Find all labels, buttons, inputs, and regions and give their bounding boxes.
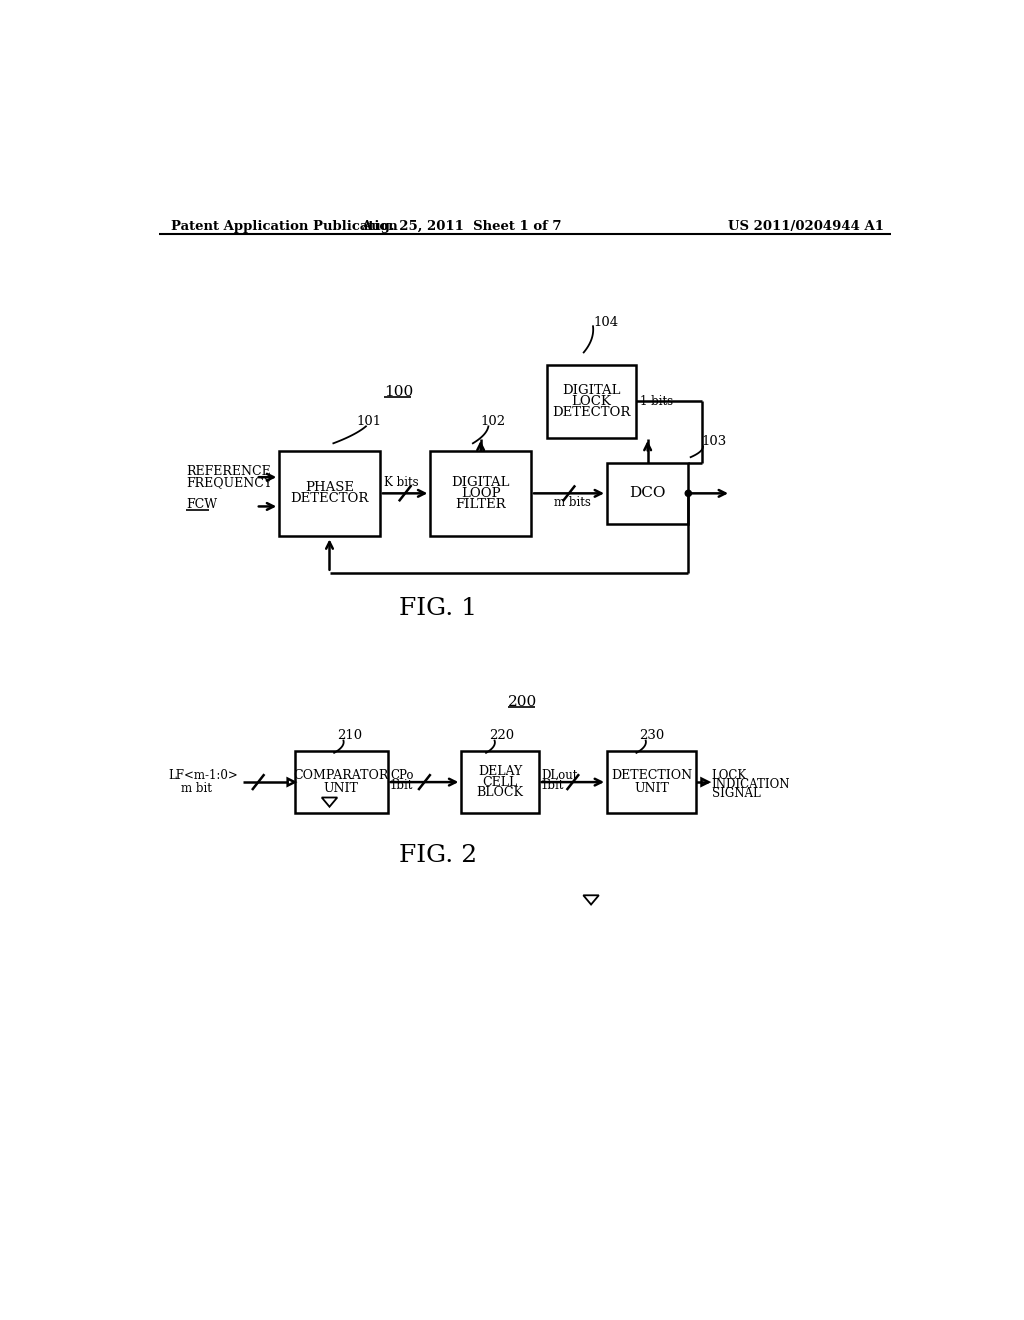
Text: CPo: CPo [390, 768, 414, 781]
Text: 104: 104 [593, 315, 618, 329]
Text: 1 bits: 1 bits [640, 395, 674, 408]
Text: LOCK: LOCK [571, 395, 611, 408]
Text: DLout: DLout [541, 768, 578, 781]
Text: 1bit: 1bit [390, 779, 414, 792]
Text: LOOP: LOOP [461, 487, 501, 500]
Bar [280, 451, 380, 536]
Text: DIGITAL: DIGITAL [562, 384, 621, 397]
Bar [430, 451, 531, 536]
Text: 210: 210 [337, 730, 362, 742]
Text: FIG. 2: FIG. 2 [399, 843, 477, 867]
Text: DETECTOR: DETECTOR [552, 405, 630, 418]
Text: DCO: DCO [630, 486, 666, 500]
Text: FREQUENCY: FREQUENCY [186, 477, 272, 490]
Text: LOCK: LOCK [712, 768, 746, 781]
Text: 1bit: 1bit [541, 779, 564, 792]
Text: 230: 230 [640, 730, 665, 742]
Text: DETECTOR: DETECTOR [291, 492, 369, 506]
Text: CELL: CELL [482, 776, 517, 788]
Text: DELAY: DELAY [478, 764, 522, 777]
Text: 100: 100 [384, 385, 413, 400]
Text: Aug. 25, 2011  Sheet 1 of 7: Aug. 25, 2011 Sheet 1 of 7 [361, 219, 561, 232]
Text: FCW: FCW [186, 499, 217, 511]
Text: FIG. 1: FIG. 1 [399, 598, 477, 620]
Bar [295, 751, 388, 813]
Bar [461, 751, 539, 813]
Text: PHASE: PHASE [305, 482, 354, 495]
Bar [607, 462, 688, 524]
Text: Patent Application Publication: Patent Application Publication [171, 219, 397, 232]
Text: 103: 103 [701, 436, 727, 449]
Text: DIGITAL: DIGITAL [452, 477, 510, 490]
Text: 101: 101 [356, 416, 382, 428]
Text: 220: 220 [489, 730, 514, 742]
Text: 102: 102 [480, 416, 506, 428]
Text: SIGNAL: SIGNAL [712, 787, 761, 800]
Text: UNIT: UNIT [634, 781, 669, 795]
Bar [547, 364, 636, 438]
Text: m bit: m bit [180, 781, 212, 795]
Text: US 2011/0204944 A1: US 2011/0204944 A1 [728, 219, 884, 232]
Text: REFERENCE: REFERENCE [186, 465, 271, 478]
Text: LF<m-1:0>: LF<m-1:0> [168, 770, 238, 783]
Text: DETECTION: DETECTION [611, 770, 692, 783]
Bar [607, 751, 696, 813]
Text: K bits: K bits [384, 477, 419, 490]
Text: INDICATION: INDICATION [712, 777, 791, 791]
Text: 200: 200 [508, 696, 537, 709]
Text: COMPARATOR: COMPARATOR [294, 770, 389, 783]
Text: m bits: m bits [554, 496, 591, 510]
Text: UNIT: UNIT [324, 781, 358, 795]
Circle shape [685, 490, 691, 496]
Text: FILTER: FILTER [456, 498, 506, 511]
Text: BLOCK: BLOCK [476, 787, 523, 800]
